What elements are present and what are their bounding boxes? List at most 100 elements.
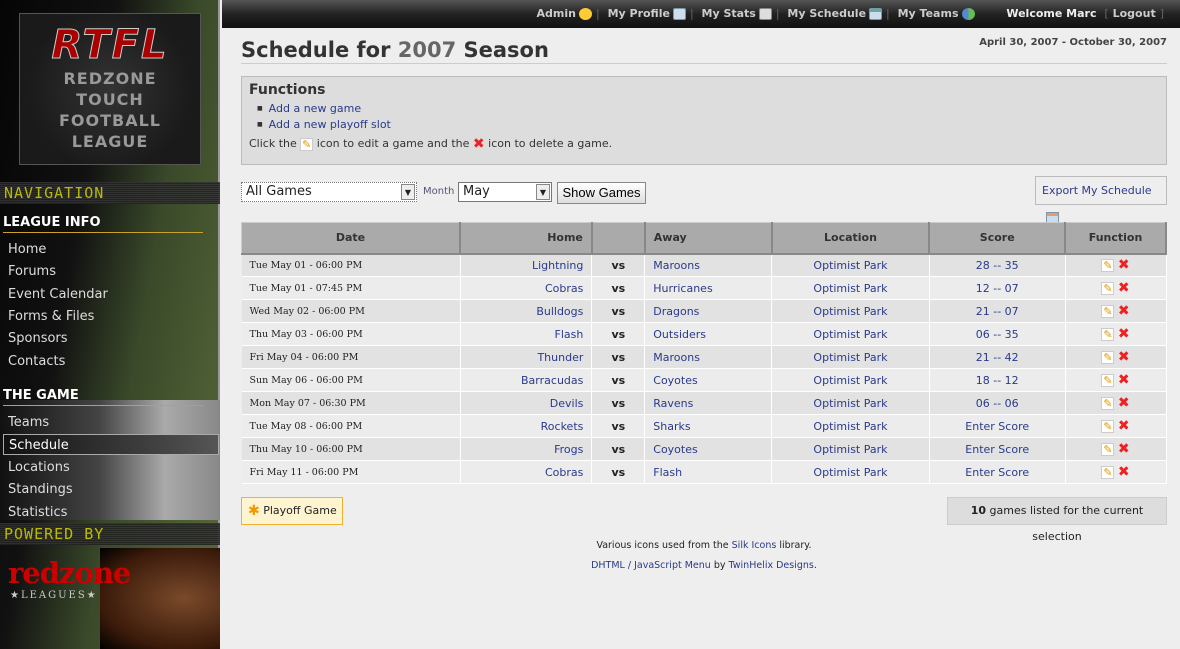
nav-forums[interactable]: Forums [8, 264, 56, 279]
score-link[interactable]: 06 -- 06 [975, 396, 1019, 410]
delete-icon[interactable]: ✖ [1117, 325, 1130, 342]
col-away[interactable]: Away [644, 222, 773, 255]
admin-link[interactable]: Admin [537, 7, 592, 20]
delete-icon[interactable]: ✖ [1117, 279, 1130, 296]
edit-pencil-icon[interactable]: ✎ [1101, 419, 1115, 433]
away-team-link[interactable]: Flash [653, 465, 683, 479]
playoff-game-button[interactable]: ✱ Playoff Game [241, 497, 343, 525]
export-schedule-button[interactable]: Export My Schedule [1035, 176, 1167, 225]
score-link[interactable]: Enter Score [965, 442, 1030, 456]
home-team-link[interactable]: Rockets [540, 419, 584, 433]
home-team-link[interactable]: Cobras [544, 281, 584, 295]
nav-contacts[interactable]: Contacts [8, 354, 66, 369]
home-team-link[interactable]: Barracudas [521, 373, 584, 387]
away-team-link[interactable]: Hurricanes [653, 281, 713, 295]
location-link[interactable]: Optimist Park [813, 281, 888, 295]
add-game-link[interactable]: Add a new game [268, 102, 362, 115]
location-link[interactable]: Optimist Park [813, 258, 888, 272]
pencil-icon: ✎ [300, 137, 314, 151]
edit-pencil-icon[interactable]: ✎ [1101, 281, 1115, 295]
month-select[interactable]: May ▼ [458, 182, 552, 202]
away-team-link[interactable]: Coyotes [653, 373, 698, 387]
home-team-link[interactable]: Flash [554, 327, 584, 341]
away-team-link[interactable]: Coyotes [653, 442, 698, 456]
divider [241, 63, 1167, 64]
edit-pencil-icon[interactable]: ✎ [1101, 396, 1115, 410]
show-games-button[interactable]: Show Games [557, 182, 646, 204]
location-link[interactable]: Optimist Park [813, 465, 888, 479]
edit-pencil-icon[interactable]: ✎ [1101, 442, 1115, 456]
location-link[interactable]: Optimist Park [813, 419, 888, 433]
edit-pencil-icon[interactable]: ✎ [1101, 327, 1115, 341]
home-team-link[interactable]: Bulldogs [536, 304, 584, 318]
edit-pencil-icon[interactable]: ✎ [1101, 304, 1115, 318]
away-team-link[interactable]: Sharks [653, 419, 691, 433]
logout-link[interactable]: Logout [1112, 7, 1156, 20]
score-link[interactable]: 12 -- 07 [975, 281, 1019, 295]
delete-icon[interactable]: ✖ [1117, 302, 1130, 319]
nav-home[interactable]: Home [8, 242, 47, 257]
home-team-link[interactable]: Frogs [554, 442, 584, 456]
edit-pencil-icon[interactable]: ✎ [1101, 465, 1115, 479]
home-team-link[interactable]: Thunder [537, 350, 584, 364]
home-team-link[interactable]: Devils [549, 396, 584, 410]
away-team-link[interactable]: Maroons [653, 350, 700, 364]
score-cell: 28 -- 35 [929, 253, 1066, 277]
my-teams-link[interactable]: My Teams [898, 7, 975, 20]
edit-pencil-icon[interactable]: ✎ [1101, 373, 1115, 387]
delete-icon[interactable]: ✖ [1117, 394, 1130, 411]
location-link[interactable]: Optimist Park [813, 396, 888, 410]
home-team-link[interactable]: Lightning [531, 258, 584, 272]
delete-icon[interactable]: ✖ [1117, 417, 1130, 434]
delete-icon[interactable]: ✖ [1117, 463, 1130, 480]
score-link[interactable]: 21 -- 42 [975, 350, 1019, 364]
edit-pencil-icon[interactable]: ✎ [1101, 350, 1115, 364]
my-schedule-link[interactable]: My Schedule [787, 7, 883, 20]
col-score[interactable]: Score [928, 222, 1067, 255]
col-vs [591, 222, 646, 255]
nav-forms-files[interactable]: Forms & Files [8, 309, 95, 324]
vs-label: vs [591, 437, 646, 461]
location-link[interactable]: Optimist Park [813, 350, 888, 364]
score-link[interactable]: 28 -- 35 [975, 258, 1019, 272]
nav-event-calendar[interactable]: Event Calendar [8, 287, 108, 302]
score-link[interactable]: 06 -- 35 [975, 327, 1019, 341]
nav-statistics[interactable]: Statistics [8, 505, 68, 520]
delete-icon[interactable]: ✖ [1117, 257, 1130, 273]
delete-icon[interactable]: ✖ [1117, 440, 1130, 457]
my-profile-link[interactable]: My Profile [608, 7, 686, 20]
location-cell: Optimist Park [771, 391, 930, 415]
my-stats-link[interactable]: My Stats [702, 7, 772, 20]
nav-locations[interactable]: Locations [8, 460, 70, 475]
col-location[interactable]: Location [771, 222, 931, 255]
score-link[interactable]: 21 -- 07 [975, 304, 1019, 318]
location-link[interactable]: Optimist Park [813, 373, 888, 387]
add-playoff-slot-link[interactable]: Add a new playoff slot [268, 118, 391, 131]
col-home[interactable]: Home [459, 222, 593, 255]
edit-pencil-icon[interactable]: ✎ [1101, 259, 1115, 272]
twinhelix-link[interactable]: TwinHelix Designs [728, 560, 814, 571]
score-link[interactable]: Enter Score [965, 465, 1030, 479]
col-date[interactable]: Date [241, 222, 462, 255]
nav-sponsors[interactable]: Sponsors [8, 331, 68, 346]
location-link[interactable]: Optimist Park [813, 442, 888, 456]
away-team-link[interactable]: Outsiders [653, 327, 706, 341]
score-link[interactable]: 18 -- 12 [975, 373, 1019, 387]
delete-icon[interactable]: ✖ [1117, 348, 1130, 365]
home-team-link[interactable]: Cobras [544, 465, 584, 479]
redzone-logo[interactable]: redzone [8, 556, 131, 590]
location-link[interactable]: Optimist Park [813, 304, 888, 318]
score-link[interactable]: Enter Score [965, 419, 1030, 433]
location-link[interactable]: Optimist Park [813, 327, 888, 341]
nav-standings[interactable]: Standings [8, 482, 73, 497]
away-team-link[interactable]: Dragons [653, 304, 700, 318]
silk-icons-link[interactable]: Silk Icons [731, 540, 777, 551]
away-team-link[interactable]: Maroons [653, 258, 700, 272]
nav-schedule[interactable]: Schedule [3, 434, 219, 455]
delete-icon[interactable]: ✖ [1117, 371, 1130, 388]
dhtml-menu-link[interactable]: DHTML / JavaScript Menu [591, 560, 711, 571]
game-filter-select[interactable]: All Games ▼ [241, 182, 417, 202]
nav-teams[interactable]: Teams [8, 415, 50, 430]
league-logo[interactable]: RTFL REDZONE TOUCH FOOTBALL LEAGUE [19, 13, 201, 165]
away-team-link[interactable]: Ravens [653, 396, 694, 410]
